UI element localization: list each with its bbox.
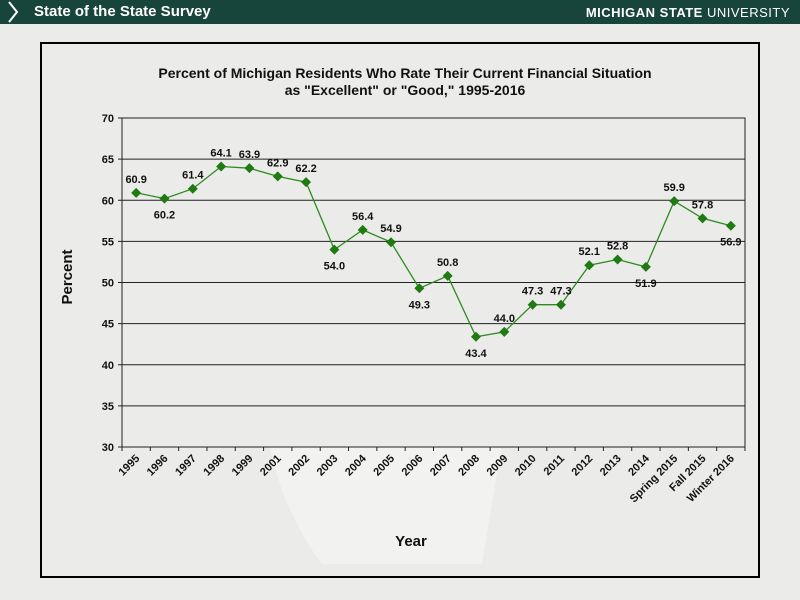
data-point xyxy=(442,270,453,281)
data-label: 44.0 xyxy=(494,313,515,325)
data-point xyxy=(555,299,566,310)
y-tick-label: 70 xyxy=(102,113,114,125)
data-point xyxy=(725,220,736,231)
brand-regular: UNIVERSITY xyxy=(706,5,790,20)
data-label: 62.9 xyxy=(267,157,288,169)
data-label: 59.9 xyxy=(663,182,684,194)
data-label: 47.3 xyxy=(550,286,571,298)
data-label: 62.2 xyxy=(295,163,316,175)
x-tick-label: 1997 xyxy=(173,453,199,479)
header-title: State of the State Survey xyxy=(34,3,211,20)
header-bar: State of the State Survey MICHIGAN STATE… xyxy=(0,0,800,24)
data-label: 57.8 xyxy=(692,199,713,211)
data-label: 54.9 xyxy=(380,223,401,235)
y-tick-label: 60 xyxy=(102,195,114,207)
data-point xyxy=(216,161,227,172)
data-point xyxy=(527,299,538,310)
x-axis-label: Year xyxy=(395,533,427,550)
y-tick-label: 40 xyxy=(102,360,114,372)
y-tick-label: 45 xyxy=(102,319,114,331)
y-tick-label: 55 xyxy=(102,236,114,248)
data-point xyxy=(499,326,510,337)
data-label: 52.1 xyxy=(579,246,600,258)
data-point xyxy=(187,183,198,194)
data-point xyxy=(329,244,340,255)
x-tick-label: 2005 xyxy=(371,453,397,479)
data-label: 63.9 xyxy=(239,149,260,161)
data-point xyxy=(414,283,425,294)
brand-logo: MICHIGAN STATE UNIVERSITY xyxy=(586,5,790,20)
data-point xyxy=(640,261,651,272)
data-label: 61.4 xyxy=(182,170,204,182)
data-label: 56.9 xyxy=(720,237,741,249)
x-tick-label: 1998 xyxy=(201,453,227,479)
data-point xyxy=(470,331,481,342)
x-tick-label: 1996 xyxy=(145,453,171,479)
data-point xyxy=(159,193,170,204)
y-tick-label: 50 xyxy=(102,278,114,290)
data-label: 64.1 xyxy=(210,148,231,160)
data-point xyxy=(244,163,255,174)
data-label: 51.9 xyxy=(635,278,656,290)
x-tick-label: 2003 xyxy=(315,453,341,479)
data-point xyxy=(301,177,312,188)
data-label: 52.8 xyxy=(607,240,628,252)
data-label: 43.4 xyxy=(465,348,487,360)
y-axis-label: Percent xyxy=(59,249,76,304)
x-tick-label: 2012 xyxy=(570,453,596,479)
y-tick-label: 35 xyxy=(102,401,114,413)
data-label: 56.4 xyxy=(352,211,374,223)
data-point xyxy=(584,260,595,271)
y-tick-label: 65 xyxy=(102,154,114,166)
data-point xyxy=(612,254,623,265)
chart-subtitle: as "Excellent" or "Good," 1995-2016 xyxy=(285,82,526,98)
x-tick-label: 2008 xyxy=(456,453,482,479)
data-point xyxy=(357,224,368,235)
data-point xyxy=(131,187,142,198)
data-label: 50.8 xyxy=(437,257,458,269)
data-label: 60.9 xyxy=(125,174,146,186)
x-tick-label: 2002 xyxy=(286,453,312,479)
chevron-right-icon xyxy=(8,1,19,23)
data-point xyxy=(697,213,708,224)
x-tick-label: 2011 xyxy=(542,453,567,478)
y-tick-label: 30 xyxy=(102,442,114,454)
x-tick-label: 2001 xyxy=(258,453,284,479)
data-point xyxy=(669,196,680,207)
data-label: 60.2 xyxy=(154,210,175,222)
x-tick-label: 2010 xyxy=(513,453,539,479)
data-point xyxy=(272,171,283,182)
x-tick-label: 2009 xyxy=(485,453,511,479)
x-tick-label: 1995 xyxy=(116,453,142,479)
data-label: 47.3 xyxy=(522,286,543,298)
x-tick-label: 1999 xyxy=(230,453,256,479)
x-tick-label: 2007 xyxy=(428,453,454,479)
chart-title: Percent of Michigan Residents Who Rate T… xyxy=(158,65,651,81)
data-point xyxy=(386,237,397,248)
data-label: 54.0 xyxy=(324,261,345,273)
brand-bold: MICHIGAN STATE xyxy=(585,5,703,20)
series-line xyxy=(136,165,731,338)
x-tick-label: 2006 xyxy=(400,453,426,479)
data-label: 49.3 xyxy=(409,299,430,311)
x-tick-label: 2004 xyxy=(343,452,369,478)
x-tick-label: 2013 xyxy=(598,453,624,479)
